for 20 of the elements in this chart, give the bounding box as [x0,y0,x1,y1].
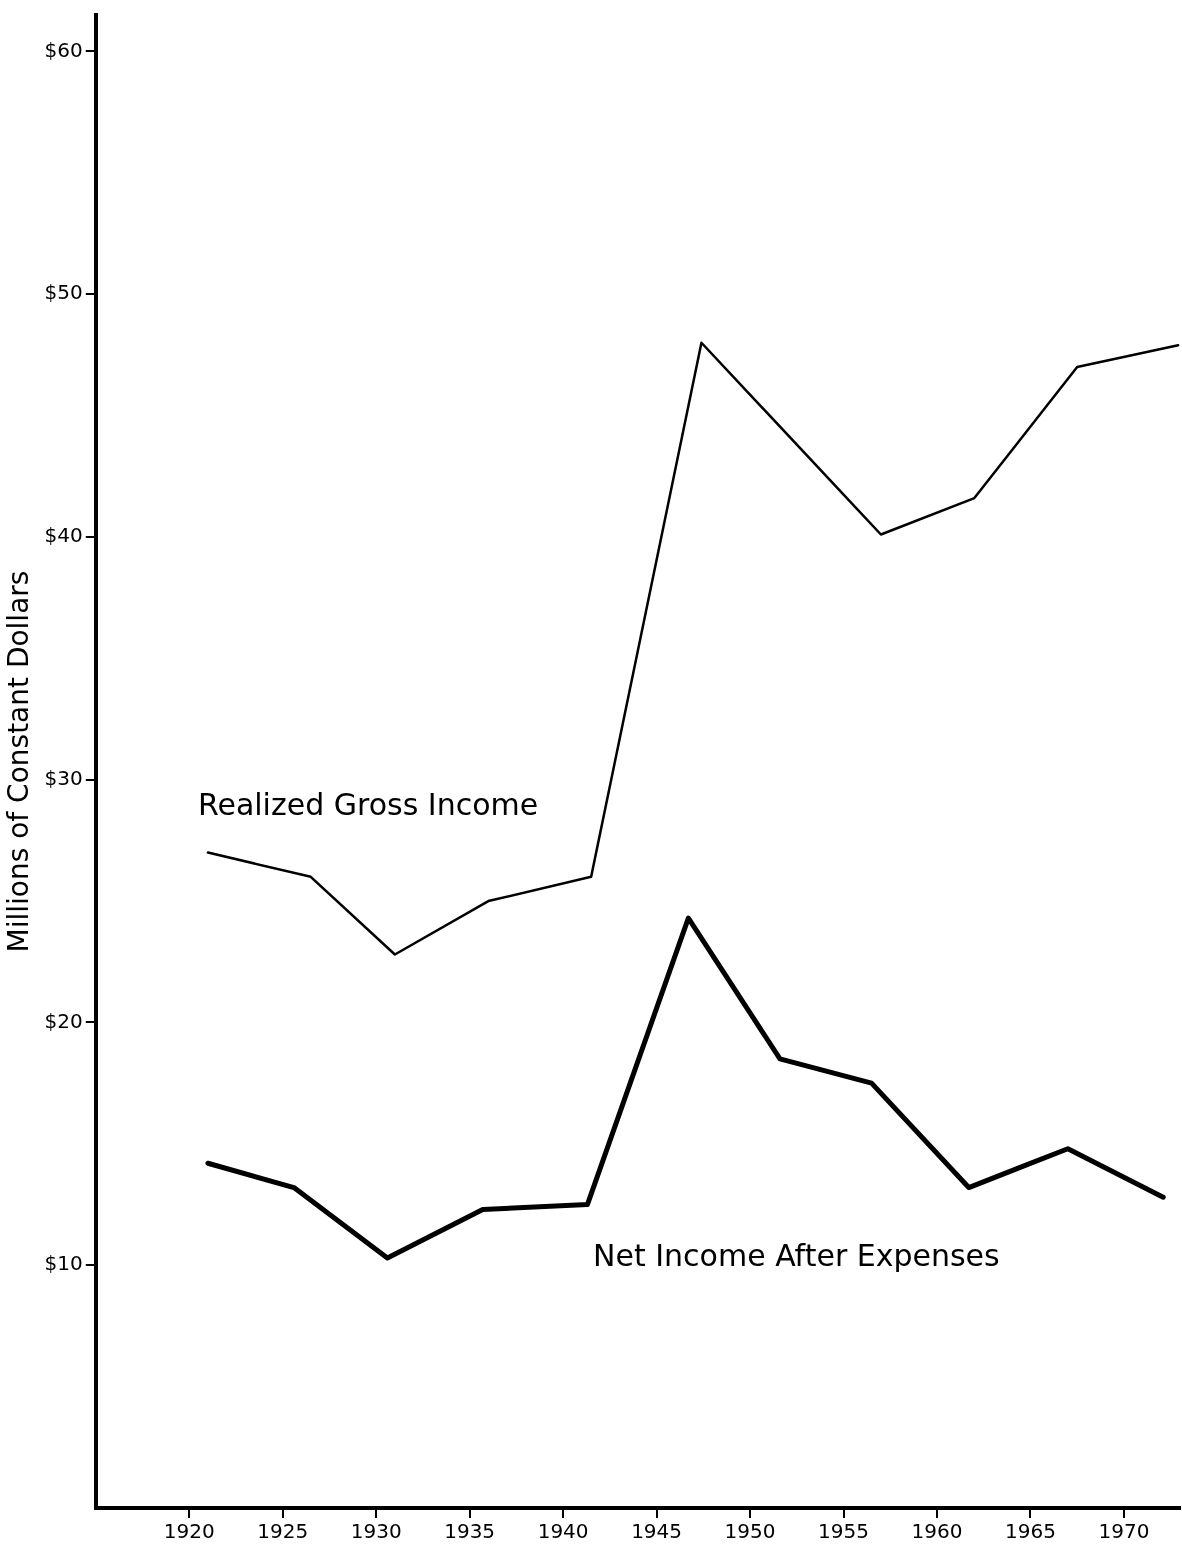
series-label: Net Income After Expenses [593,1237,1000,1273]
y-tick-label: $10 [44,1251,83,1276]
x-tick-label: 1930 [350,1519,402,1544]
x-tick-label: 1945 [631,1519,683,1544]
x-tick-label: 1940 [537,1519,589,1544]
x-tick-label: 1965 [1005,1519,1056,1544]
y-tick-label: $40 [44,523,83,548]
x-tick-label: 1925 [257,1519,309,1544]
y-tick-label: $60 [44,37,83,62]
x-tick-label: 1950 [724,1519,776,1544]
series-label: Realized Gross Income [197,787,539,823]
y-axis-title: Millions of Constant Dollars [2,570,36,953]
x-tick-label: 1955 [818,1519,869,1544]
x-tick-label: 1970 [1098,1519,1150,1544]
x-tick-label: 1935 [444,1519,496,1544]
y-tick-label: $30 [44,765,83,790]
y-tick-label: $50 [44,280,83,305]
y-tick-label: $20 [44,1008,83,1033]
x-tick-label: 1960 [911,1519,963,1544]
x-tick-label: 1920 [163,1519,215,1544]
